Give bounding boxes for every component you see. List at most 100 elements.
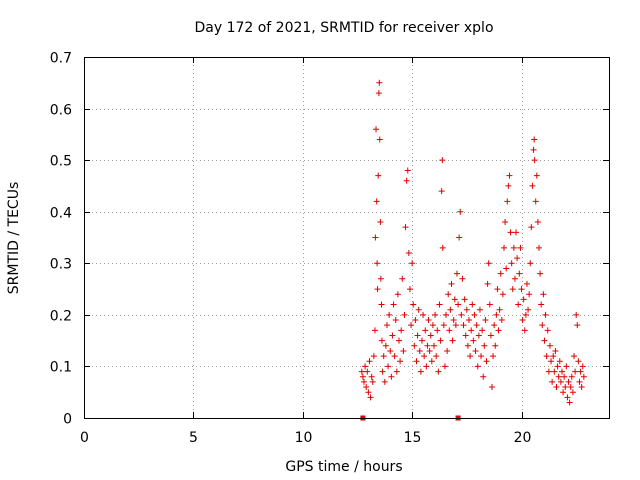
data-point	[487, 332, 494, 339]
data-point	[549, 378, 556, 385]
x-axis-label: GPS time / hours	[285, 459, 402, 475]
data-point	[435, 368, 442, 375]
data-point	[480, 373, 487, 380]
data-point	[505, 182, 512, 189]
data-point	[366, 358, 373, 365]
data-point	[498, 317, 505, 324]
data-point	[514, 255, 521, 262]
x-tick-label: 20	[514, 430, 532, 446]
data-point	[564, 394, 571, 401]
data-point	[389, 332, 396, 339]
y-tick-label: 0.4	[50, 206, 72, 222]
data-point	[493, 311, 500, 318]
data-point	[415, 306, 422, 313]
data-point	[468, 327, 475, 334]
data-point	[504, 198, 511, 205]
data-point	[543, 353, 550, 360]
data-point	[565, 378, 572, 385]
data-point	[486, 301, 493, 308]
data-point	[506, 172, 513, 179]
data-point	[368, 373, 375, 380]
data-point	[376, 136, 383, 143]
data-point	[556, 358, 563, 365]
data-point	[532, 198, 539, 205]
data-point	[386, 311, 393, 318]
data-point	[518, 286, 525, 293]
data-point	[377, 275, 384, 282]
data-point	[555, 373, 562, 380]
data-point	[552, 347, 559, 354]
data-point	[522, 311, 529, 318]
data-point	[461, 296, 468, 303]
data-point	[414, 332, 421, 339]
data-point	[578, 384, 585, 391]
data-point	[503, 265, 510, 272]
data-point	[470, 337, 477, 344]
data-point	[494, 286, 501, 293]
data-point	[551, 368, 558, 375]
data-point	[387, 347, 394, 354]
data-point	[388, 373, 395, 380]
data-point	[371, 327, 378, 334]
data-point	[561, 373, 568, 380]
data-point	[432, 311, 439, 318]
data-point	[431, 342, 437, 349]
data-point	[463, 306, 470, 313]
data-point	[459, 275, 466, 282]
data-point	[418, 337, 425, 344]
data-point	[526, 291, 533, 298]
data-point	[417, 368, 424, 375]
data-point	[381, 378, 388, 385]
data-point	[476, 306, 483, 313]
data-point	[530, 146, 537, 153]
data-point	[516, 270, 523, 277]
data-point	[576, 378, 583, 385]
data-point	[423, 363, 430, 370]
data-point	[375, 172, 382, 179]
data-point	[413, 358, 420, 365]
data-point	[409, 260, 416, 267]
data-point	[383, 322, 390, 329]
y-tick-label: 0	[63, 412, 72, 428]
data-point	[462, 332, 469, 339]
data-point	[497, 270, 504, 277]
data-point	[492, 342, 499, 349]
data-point	[475, 332, 482, 339]
data-point	[550, 353, 557, 360]
data-point	[374, 286, 381, 293]
data-point	[464, 342, 471, 349]
plot-frame	[84, 57, 610, 419]
data-point	[510, 244, 517, 251]
data-point	[378, 337, 385, 344]
data-point	[488, 384, 495, 391]
data-point	[536, 244, 542, 251]
data-point	[425, 317, 432, 324]
data-point	[397, 358, 404, 365]
data-point	[513, 229, 520, 236]
data-point	[574, 322, 581, 329]
data-point	[458, 311, 465, 318]
y-tick-label: 0.5	[50, 154, 72, 170]
data-point	[460, 322, 467, 329]
data-point	[562, 384, 569, 391]
data-point	[483, 358, 490, 365]
x-tick-label: 5	[189, 430, 198, 446]
data-point	[402, 224, 409, 231]
data-point	[520, 296, 527, 303]
data-point	[359, 373, 366, 380]
data-point	[448, 280, 455, 287]
data-point	[467, 353, 474, 360]
data-point	[378, 301, 385, 308]
data-point	[571, 353, 577, 360]
grid-lines	[84, 57, 609, 418]
data-point	[482, 317, 489, 324]
data-point	[421, 353, 428, 360]
data-point	[440, 322, 447, 329]
data-point	[525, 306, 532, 313]
data-point	[533, 172, 540, 179]
data-point	[469, 301, 476, 308]
data-point	[579, 363, 586, 370]
data-point	[426, 347, 433, 354]
data-point	[439, 244, 446, 251]
data-point	[445, 291, 452, 298]
